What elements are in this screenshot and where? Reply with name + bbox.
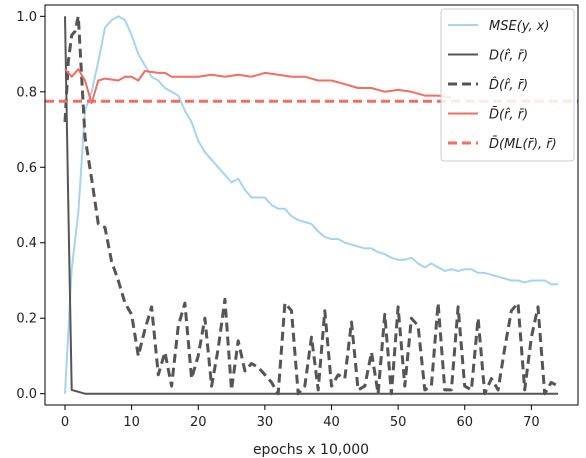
x-tick-label: 10 [123,415,140,430]
legend-label-4: D̄(r̂, r̄) [489,107,528,122]
legend-label-5: D̄(ML(r̄), r̄) [489,137,557,152]
legend-label-3: D̂(r̂, r̄) [489,78,528,93]
y-axis: 0.0 0.2 0.4 0.6 0.8 1.0 [16,10,45,402]
x-axis-label: epochs x 10,000 [253,442,369,458]
series-line-4 [64,68,452,105]
x-tick-label: 0 [61,415,69,430]
x-tick-label: 70 [523,415,540,430]
x-tick-label: 40 [323,415,340,430]
y-tick-label: 0.2 [16,312,37,327]
legend-box [440,8,575,162]
x-tick-label: 50 [390,415,407,430]
x-axis: 0 10 20 30 40 50 60 70 [61,405,540,430]
legend: MSE(y, x) D(r̂, r̄) D̂(r̂, r̄) D̄(r̂, r̄) D̄… [440,8,575,162]
y-tick-label: 0.6 [16,161,37,176]
x-tick-label: 60 [456,415,473,430]
plot-lines [45,14,578,396]
legend-label-1: MSE(y, x) [489,19,549,34]
series-line-1 [64,15,558,394]
y-tick-label: 1.0 [16,10,37,25]
series-line-3 [63,14,559,396]
y-tick-label: 0.8 [16,85,37,100]
x-tick-label: 30 [257,415,274,430]
y-tick-label: 0.4 [16,236,37,251]
legend-label-2: D(r̂, r̄) [489,49,528,64]
plot-frame [44,4,579,406]
y-tick-label: 0.0 [16,387,37,402]
series-line-2 [64,16,558,395]
x-tick-label: 20 [190,415,207,430]
